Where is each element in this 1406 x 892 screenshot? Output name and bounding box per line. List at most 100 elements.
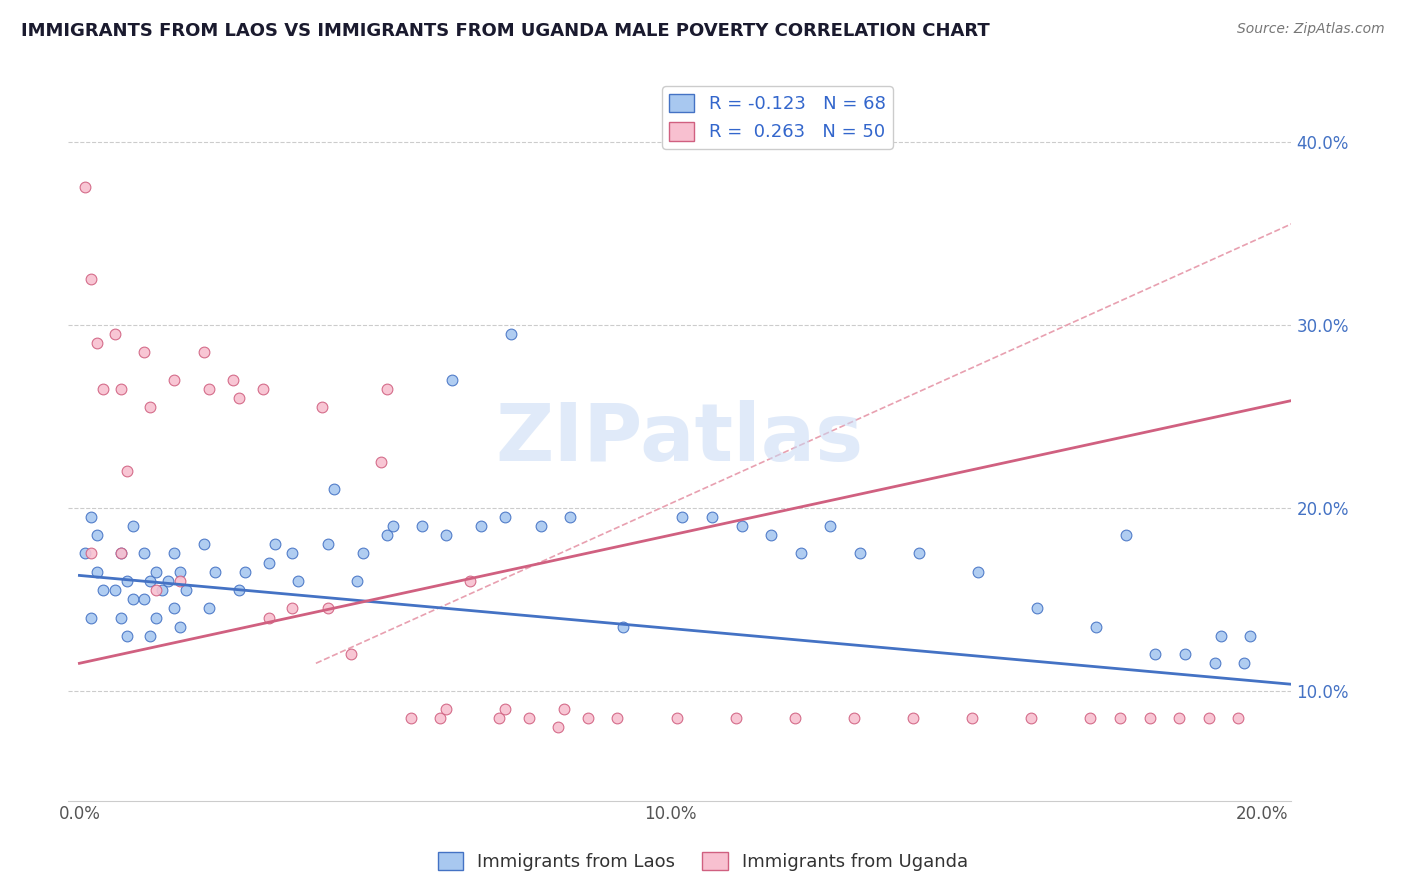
Point [115, 629, 138, 643]
Point [370, 455, 392, 469]
Point [193, 345, 215, 359]
Point [316, 601, 339, 615]
Point [434, 702, 457, 716]
Point [80, 272, 103, 286]
Point [281, 601, 304, 615]
Point [842, 711, 865, 725]
Point [529, 519, 551, 533]
Point [1026, 601, 1049, 615]
Point [233, 565, 256, 579]
Point [849, 546, 872, 560]
Point [730, 519, 752, 533]
Point [198, 382, 221, 396]
Point [488, 711, 510, 725]
Point [91, 382, 114, 396]
Point [494, 702, 516, 716]
Point [134, 592, 156, 607]
Point [80, 546, 103, 560]
Point [1239, 629, 1261, 643]
Point [121, 592, 143, 607]
Point [222, 372, 245, 386]
Point [470, 519, 492, 533]
Point [163, 546, 186, 560]
Point [163, 372, 186, 386]
Point [204, 565, 226, 579]
Point [75, 180, 97, 194]
Point [1209, 629, 1232, 643]
Point [139, 400, 162, 414]
Point [80, 610, 103, 624]
Point [110, 382, 132, 396]
Point [1021, 711, 1043, 725]
Point [560, 509, 582, 524]
Point [163, 601, 186, 615]
Point [1168, 711, 1191, 725]
Point [257, 610, 280, 624]
Point [411, 519, 433, 533]
Point [783, 711, 806, 725]
Point [157, 574, 180, 588]
Legend: R = -0.123   N = 68, R =  0.263   N = 50: R = -0.123 N = 68, R = 0.263 N = 50 [662, 87, 893, 149]
Point [606, 711, 628, 725]
Point [115, 464, 138, 478]
Point [553, 702, 575, 716]
Point [517, 711, 540, 725]
Point [665, 711, 688, 725]
Point [145, 565, 167, 579]
Point [169, 620, 191, 634]
Point [1080, 711, 1102, 725]
Point [960, 711, 983, 725]
Point [576, 711, 599, 725]
Point [134, 345, 156, 359]
Point [86, 335, 108, 350]
Point [494, 509, 516, 524]
Legend: Immigrants from Laos, Immigrants from Uganda: Immigrants from Laos, Immigrants from Ug… [430, 845, 976, 879]
Point [399, 711, 422, 725]
Point [908, 546, 931, 560]
Text: Source: ZipAtlas.com: Source: ZipAtlas.com [1237, 22, 1385, 37]
Point [91, 583, 114, 598]
Point [967, 565, 990, 579]
Point [1085, 620, 1108, 634]
Point [759, 528, 782, 542]
Point [110, 610, 132, 624]
Point [104, 326, 127, 341]
Point [252, 382, 274, 396]
Point [352, 546, 374, 560]
Point [434, 528, 457, 542]
Point [134, 546, 156, 560]
Point [115, 574, 138, 588]
Point [86, 565, 108, 579]
Point [440, 372, 463, 386]
Point [110, 546, 132, 560]
Point [311, 400, 333, 414]
Point [429, 711, 451, 725]
Point [139, 574, 162, 588]
Point [287, 574, 309, 588]
Point [700, 509, 723, 524]
Point [381, 519, 404, 533]
Point [169, 574, 191, 588]
Point [198, 601, 221, 615]
Point [145, 610, 167, 624]
Point [169, 565, 191, 579]
Point [1198, 711, 1220, 725]
Point [1115, 528, 1137, 542]
Point [80, 509, 103, 524]
Point [724, 711, 747, 725]
Point [75, 546, 97, 560]
Point [1144, 647, 1167, 661]
Point [458, 574, 481, 588]
Point [1204, 657, 1226, 671]
Point [316, 537, 339, 551]
Point [375, 528, 398, 542]
Point [257, 556, 280, 570]
Point [612, 620, 634, 634]
Point [228, 583, 250, 598]
Point [228, 391, 250, 405]
Point [193, 537, 215, 551]
Point [820, 519, 842, 533]
Point [901, 711, 924, 725]
Point [340, 647, 363, 661]
Point [499, 326, 522, 341]
